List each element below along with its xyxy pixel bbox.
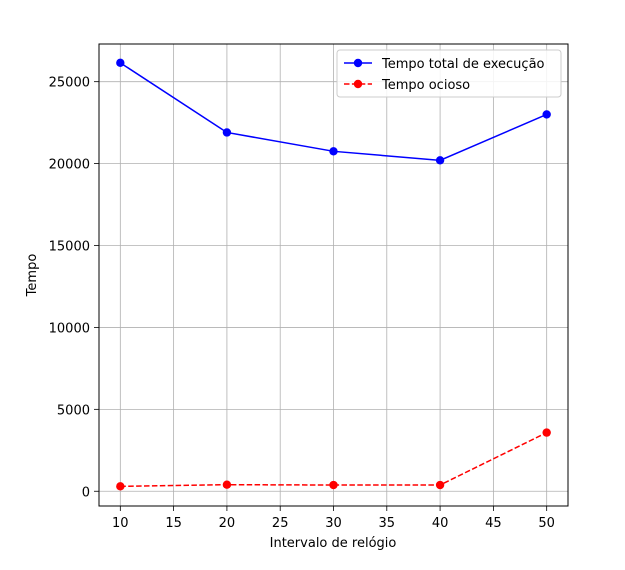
data-point	[116, 58, 125, 68]
x-tick-label: 30	[325, 516, 342, 531]
y-tick-label: 15000	[49, 240, 90, 255]
data-point	[542, 110, 551, 119]
x-tick-label: 10	[112, 516, 129, 531]
x-tick-label: 35	[379, 516, 396, 531]
y-tick-label: 25000	[49, 76, 90, 91]
legend-item: Tempo total de execução	[344, 57, 545, 72]
data-point	[329, 147, 338, 156]
series-2	[116, 428, 551, 491]
series-1	[116, 58, 551, 165]
y-tick-label: 5000	[57, 403, 90, 418]
series-line	[120, 431, 548, 488]
x-tick-label: 45	[485, 516, 502, 531]
legend: Tempo total de execução Tempo ocioso	[336, 49, 562, 98]
x-tick-label: 20	[219, 516, 236, 531]
data-point	[542, 428, 551, 437]
x-tick-label: 40	[432, 516, 449, 531]
legend-marker	[353, 79, 363, 89]
legend-label: Tempo total de execução	[381, 57, 545, 72]
y-axis: 0 5000 10000 15000 20000 25000	[49, 76, 99, 500]
data-point	[116, 482, 125, 491]
data-point	[222, 128, 232, 137]
x-axis-label: Intervalo de relógio	[270, 536, 397, 551]
grid	[99, 44, 568, 506]
x-tick-label: 50	[538, 516, 555, 531]
data-point	[435, 156, 445, 165]
legend-marker	[353, 58, 363, 68]
x-axis: 10 15 20 25 30 35 40 45 50	[112, 506, 555, 531]
data-point	[329, 480, 338, 490]
y-tick-label: 10000	[49, 321, 90, 336]
legend-item: Tempo ocioso	[344, 78, 470, 93]
y-tick-label: 20000	[49, 158, 90, 173]
x-tick-label: 25	[272, 516, 289, 531]
y-tick-label: 0	[82, 485, 90, 500]
x-tick-label: 15	[165, 516, 182, 531]
series-layer	[116, 58, 551, 491]
data-point	[222, 480, 232, 489]
data-point	[435, 480, 445, 490]
legend-label: Tempo ocioso	[381, 78, 470, 93]
legend-box	[336, 49, 562, 98]
y-axis-label: Tempo	[25, 254, 40, 298]
